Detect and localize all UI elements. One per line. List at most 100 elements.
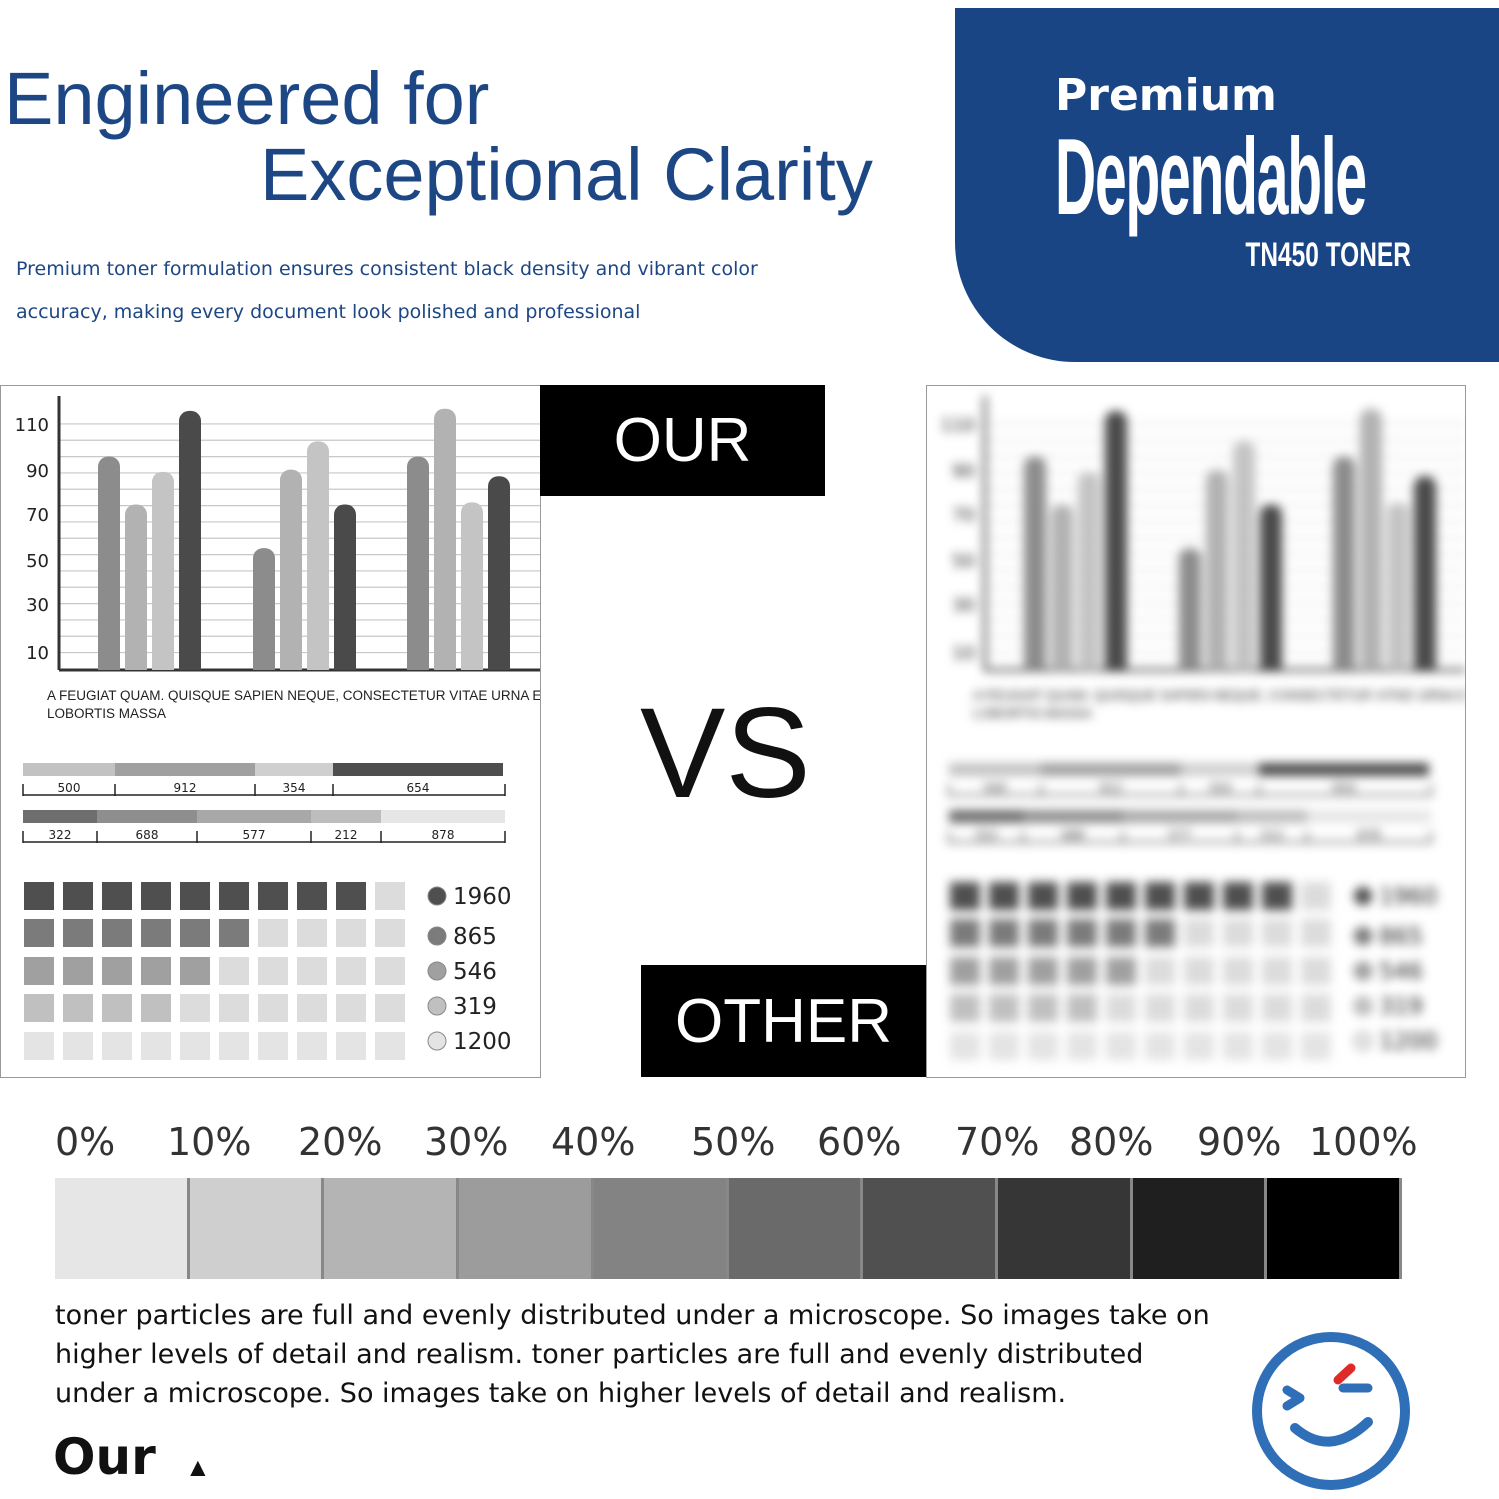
banner-premium: Premium: [1055, 70, 1277, 121]
stack-segment: [1259, 763, 1429, 776]
swatch-square: [1106, 919, 1136, 947]
headline-line1: Engineered for: [4, 57, 490, 140]
stack-label: 654: [1333, 781, 1356, 795]
swatch-square: [219, 994, 249, 1022]
gray-swatch: [593, 1178, 729, 1279]
y-tick-label: 110: [941, 415, 975, 436]
swatch-square: [63, 1032, 93, 1060]
swatch-square: [375, 919, 405, 947]
swatch-square: [219, 919, 249, 947]
swatch-square: [1184, 882, 1214, 910]
chart-bar-body: [1333, 468, 1355, 670]
legend-label: 319: [1379, 994, 1423, 1020]
stack-segment: [1181, 763, 1259, 776]
swatch-square: [1106, 994, 1136, 1022]
headline-line2: Exceptional Clarity: [260, 133, 873, 216]
our-print-sample: 110 90 70 50 30 10 A FEUGIAT QUAM. QUISQUE SAP…: [0, 385, 541, 1078]
legend-dot: [1353, 886, 1373, 906]
swatch-square: [24, 957, 54, 985]
legend-dot: [1353, 961, 1373, 981]
swatch-square: [1262, 882, 1292, 910]
swatch-square: [141, 882, 171, 910]
swatch-square: [102, 994, 132, 1022]
swatch-square: [1067, 882, 1097, 910]
other-print-sample: 110 90 70 50 30 10 A FEUGIAT QUAM. QUISQUE SAP…: [926, 385, 1466, 1078]
swatch-square: [1184, 994, 1214, 1022]
description-line1: toner particles are full and evenly dist…: [55, 1300, 1210, 1331]
chart-bar-body: [1260, 516, 1282, 670]
swatch-square: [180, 957, 210, 985]
swatch-square: [1301, 882, 1331, 910]
swatch-square: [102, 957, 132, 985]
stack-segment: [1123, 810, 1237, 823]
stack-segment: [333, 763, 503, 776]
swatch-square: [219, 1032, 249, 1060]
chart-bar-body: [280, 481, 302, 670]
swatch-square: [102, 919, 132, 947]
stack-label: 912: [174, 781, 197, 795]
swatch-square: [336, 957, 366, 985]
swatch-square: [141, 919, 171, 947]
chart-bar-body: [1105, 422, 1127, 670]
stack-segment: [197, 810, 311, 823]
swatch-square: [180, 1032, 210, 1060]
stack-label: 688: [1062, 828, 1085, 842]
footer-our-label: Our: [53, 1428, 156, 1486]
swatch-square: [297, 957, 327, 985]
gray-swatch: [863, 1178, 998, 1279]
chart-bar-body: [1078, 483, 1100, 670]
swatch-square: [950, 957, 980, 985]
print-sample-chart-blurred: 110 90 70 50 30 10 A FEUGIAT QUAM. QUISQUE SAP…: [941, 396, 1465, 1060]
y-tick-label: 10: [952, 643, 975, 664]
swatch-square: [1223, 1032, 1253, 1060]
stack-label: 500: [984, 781, 1007, 795]
gray-swatch: [1132, 1178, 1268, 1279]
percent-label: 70%: [955, 1120, 1040, 1164]
swatch-square: [1223, 994, 1253, 1022]
gray-swatch: [1267, 1178, 1403, 1279]
swatch-square: [297, 882, 327, 910]
stack-label: 500: [58, 781, 81, 795]
swatch-square: [1028, 994, 1058, 1022]
swatch-square: [24, 1032, 54, 1060]
swatch-square: [1301, 1032, 1331, 1060]
stack-label: 577: [243, 828, 266, 842]
swatch-square: [297, 994, 327, 1022]
gray-swatch: [324, 1178, 460, 1279]
swatch-square: [950, 919, 980, 947]
swatch-square: [1184, 1032, 1214, 1060]
swatch-square: [1067, 1032, 1097, 1060]
swatch-square: [1301, 919, 1331, 947]
stack-segment: [23, 763, 115, 776]
legend-dot: [427, 961, 447, 981]
chart-bar-body: [125, 516, 147, 670]
stack-segment: [23, 810, 97, 823]
chart-caption: LOBORTIS MASSA: [47, 706, 166, 721]
grayscale-bar: [55, 1178, 1403, 1279]
swatch-square: [180, 994, 210, 1022]
swatch-square: [1223, 919, 1253, 947]
swatch-square: [1262, 1032, 1292, 1060]
swatch-square: [336, 1032, 366, 1060]
percent-label: 30%: [424, 1120, 509, 1164]
stack-label: 878: [432, 828, 455, 842]
swatch-square: [1106, 957, 1136, 985]
swatch-square: [258, 957, 288, 985]
swatch-square: [63, 919, 93, 947]
stack-segment: [1041, 763, 1181, 776]
swatch-square: [258, 994, 288, 1022]
legend-label: 319: [453, 994, 497, 1020]
our-label: OUR: [540, 385, 825, 496]
up-arrow-icon: ▲: [185, 1452, 211, 1482]
swatch-square: [24, 994, 54, 1022]
swatch-square: [1028, 919, 1058, 947]
swatch-square: [989, 1032, 1019, 1060]
legend-dot: [1353, 1031, 1373, 1051]
chart-bar-body: [1179, 560, 1201, 670]
swatch-square: [336, 882, 366, 910]
chart-bar-body: [152, 483, 174, 670]
stack-label: 912: [1100, 781, 1123, 795]
stack-label: 322: [975, 828, 998, 842]
swatch-square: [1028, 957, 1058, 985]
y-tick-label: 50: [26, 551, 49, 572]
